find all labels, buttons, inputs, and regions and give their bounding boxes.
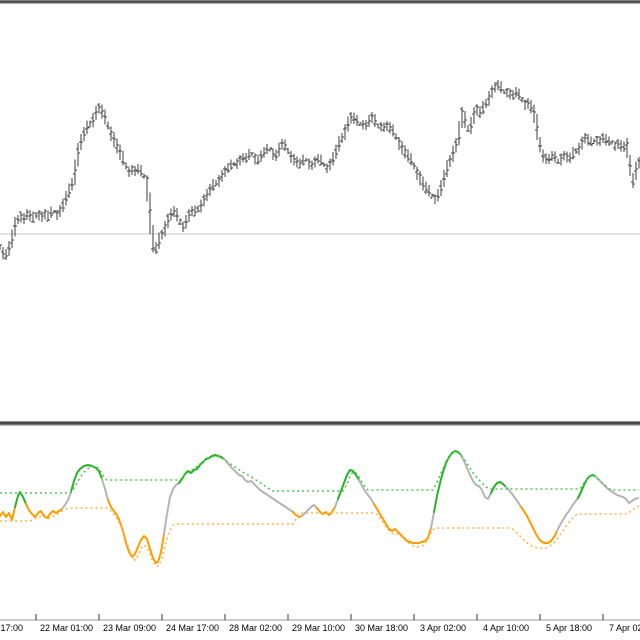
time-axis-label: 28 Mar 02:00	[229, 623, 283, 633]
panel-splitter[interactable]	[0, 421, 640, 426]
time-axis-label: 29 Mar 10:00	[292, 623, 346, 633]
time-axis-label: 4 Apr 10:00	[483, 623, 530, 633]
time-axis-label: 23 Mar 09:00	[103, 623, 157, 633]
time-axis-label: 20 Mar 17:00	[0, 623, 24, 633]
time-axis-label: 5 Apr 18:00	[546, 623, 593, 633]
time-axis-label: 7 Apr 02:00	[609, 623, 640, 633]
window-top-border	[0, 0, 640, 4]
time-axis-label: 24 Mar 17:00	[166, 623, 220, 633]
oscillator-lines[interactable]	[0, 450, 640, 567]
time-axis-label: 22 Mar 01:00	[40, 623, 94, 633]
time-axis-label: 30 Mar 18:00	[355, 623, 409, 633]
time-axis-label: 3 Apr 02:00	[420, 623, 467, 633]
price-bars[interactable]	[0, 80, 640, 260]
time-axis[interactable]	[0, 614, 640, 621]
